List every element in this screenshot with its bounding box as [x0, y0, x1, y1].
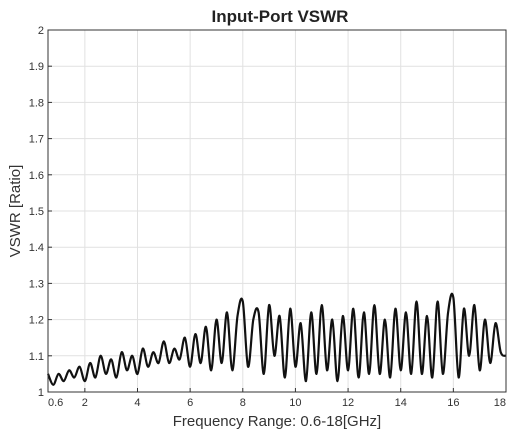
x-axis-label: Frequency Range: 0.6-18[GHz]: [173, 413, 381, 430]
x-tick-label: 2: [82, 397, 88, 409]
y-tick-label: 1.9: [29, 61, 44, 73]
y-tick-label: 2: [38, 25, 44, 37]
x-tick-label: 10: [289, 397, 301, 409]
y-tick-label: 1.3: [29, 278, 44, 290]
x-axis-ticks: 0.6 2 4 6 8 10 12 14 16 18: [47, 388, 507, 409]
x-tick-label: 6: [187, 397, 193, 409]
y-tick-label: 1.1: [29, 351, 44, 363]
y-axis-ticks: 1 1.1 1.2 1.3 1.4 1.5 1.6 1.7 1.8 1.9 2: [29, 25, 52, 399]
y-tick-label: 1.8: [29, 97, 44, 109]
y-tick-label: 1: [38, 387, 44, 399]
x-tick-label: 4: [134, 397, 140, 409]
x-tick-label: 16: [447, 397, 459, 409]
x-tick-label: 12: [342, 397, 354, 409]
vswr-series-line: [46, 292, 507, 386]
x-tick-label: 0.6: [48, 397, 63, 409]
y-tick-label: 1.4: [29, 242, 44, 254]
y-tick-label: 1.5: [29, 206, 44, 218]
y-tick-label: 1.6: [29, 170, 44, 182]
y-tick-label: 1.2: [29, 315, 44, 327]
y-axis-label: VSWR [Ratio]: [7, 165, 24, 258]
chart-title: Input-Port VSWR: [212, 7, 349, 26]
y-tick-label: 1.7: [29, 134, 44, 146]
x-tick-label: 8: [240, 397, 246, 409]
x-tick-label: 18: [494, 397, 506, 409]
x-tick-label: 14: [395, 397, 407, 409]
